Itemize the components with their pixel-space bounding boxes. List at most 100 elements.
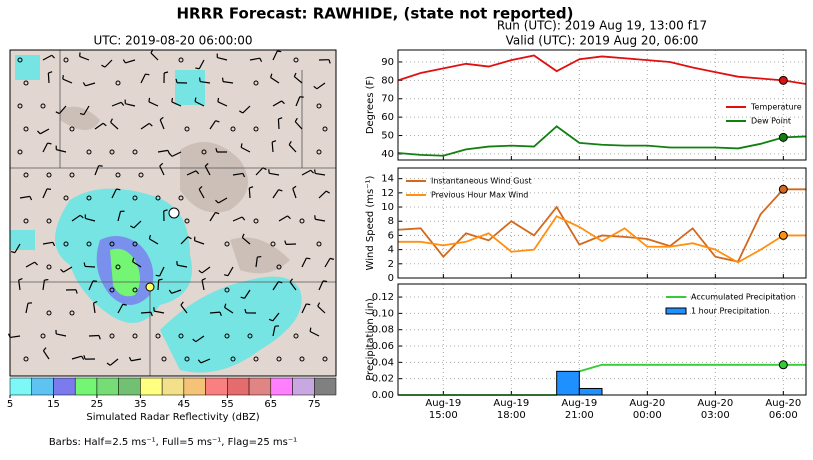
barb-flag	[240, 143, 243, 148]
barb	[42, 188, 48, 199]
calm-marker	[316, 149, 322, 155]
calm-marker	[23, 126, 29, 132]
colorbar-box	[270, 377, 293, 396]
calm-marker	[132, 195, 138, 201]
line	[397, 125, 807, 157]
barb-flag	[175, 78, 178, 83]
barb	[111, 101, 122, 107]
barb-flag	[310, 169, 314, 174]
barb-flag	[215, 199, 219, 204]
barb-flag	[271, 140, 277, 143]
y-tick-label: 0	[388, 273, 394, 284]
calm-marker	[276, 264, 282, 270]
calm-marker	[224, 333, 230, 339]
legend-swatch	[665, 307, 687, 315]
barb-flag	[201, 277, 206, 281]
barb-flag	[306, 303, 311, 306]
y-tick-label: 0.10	[372, 308, 394, 319]
barb	[88, 334, 100, 337]
y-tick-label: 4	[388, 245, 394, 256]
barb-flag	[159, 116, 164, 121]
barb-flag	[120, 101, 125, 106]
plot-frame	[397, 49, 807, 161]
calm-marker	[115, 264, 121, 270]
wind-barbs	[7, 49, 335, 366]
barb-flag	[81, 355, 85, 360]
barb	[271, 141, 274, 153]
barb-flag	[101, 64, 106, 68]
barb	[111, 188, 117, 199]
valid-time-marker	[778, 75, 788, 85]
barb-flag	[128, 356, 132, 361]
y-tick-label: 70	[381, 94, 394, 105]
barb-flag	[293, 72, 297, 77]
colorbar-box	[53, 377, 76, 396]
calm-marker	[17, 103, 23, 109]
barb-flag	[55, 111, 60, 115]
barb	[255, 167, 264, 176]
barb	[244, 289, 251, 299]
colorbar-box	[248, 377, 272, 396]
barb	[201, 280, 205, 291]
barb-flag	[241, 216, 246, 221]
footnote: Barbs: Half=2.5 ms⁻¹, Full=5 ms⁻¹, Flag=…	[49, 437, 297, 448]
barb	[117, 303, 124, 314]
barb-flag	[167, 150, 171, 155]
legend-label: Previous Hour Max Wind	[431, 191, 528, 200]
calm-marker	[293, 57, 299, 63]
colorbar-box	[227, 377, 250, 396]
barb	[109, 358, 119, 366]
barb	[270, 77, 280, 84]
barb	[62, 78, 73, 84]
barb-flag	[122, 59, 126, 64]
barb	[104, 59, 113, 68]
barb	[316, 82, 326, 90]
valid-time-marker	[778, 132, 788, 142]
barb	[217, 101, 228, 107]
barb-flag	[60, 268, 64, 273]
barb-flag	[278, 117, 283, 120]
barb	[288, 144, 297, 153]
calm-marker	[63, 57, 69, 63]
calm-marker	[69, 310, 75, 316]
y-tick-label: 0.00	[372, 390, 394, 401]
y-tick-label: 6	[388, 230, 394, 241]
colorbar-box	[74, 377, 98, 396]
y-tick-label: 60	[381, 112, 394, 123]
calm-marker	[253, 356, 259, 362]
calm-marker	[23, 218, 29, 224]
y-tick-label: 12	[381, 188, 394, 199]
barb	[110, 121, 119, 130]
barb-flag	[221, 77, 224, 82]
barb	[56, 333, 67, 337]
barb-flag	[164, 71, 169, 74]
barb-flag	[148, 234, 152, 240]
barb-flag	[313, 85, 318, 90]
colorbar-tick-label: 75	[308, 399, 321, 410]
barb	[154, 310, 165, 314]
barb-flag	[158, 278, 163, 281]
y-tick-label: 90	[381, 57, 394, 68]
barb	[132, 261, 142, 268]
legend-label: Accumulated Precipitation	[691, 293, 796, 302]
barb	[71, 355, 82, 360]
state-borders	[10, 50, 336, 376]
barb	[19, 195, 30, 199]
barb-flag	[48, 71, 53, 74]
y-tick-label: 8	[388, 216, 394, 227]
barb	[42, 54, 53, 61]
barb-flag	[244, 308, 247, 314]
barb-flag	[281, 100, 285, 105]
barb-flag	[223, 274, 229, 277]
colorbar-tick-label: 55	[221, 399, 234, 410]
barb	[200, 358, 211, 364]
barb	[125, 59, 136, 64]
barb-flag	[42, 347, 47, 352]
barb	[42, 142, 49, 153]
calm-marker	[109, 287, 115, 293]
calm-marker	[23, 172, 29, 178]
barb-flag	[195, 170, 200, 175]
calm-marker	[253, 126, 259, 132]
valid-time-marker	[778, 184, 788, 194]
barb-flag	[242, 173, 246, 178]
